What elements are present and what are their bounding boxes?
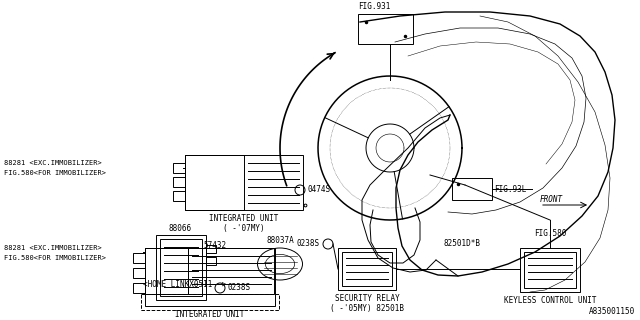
Text: FIG.580: FIG.580 xyxy=(534,229,566,238)
Bar xyxy=(141,294,279,310)
Bar xyxy=(338,248,396,290)
Text: 88066: 88066 xyxy=(168,224,191,233)
Text: 0238S: 0238S xyxy=(297,239,320,249)
Bar xyxy=(145,248,275,306)
Bar xyxy=(156,235,206,300)
Bar xyxy=(206,257,216,265)
Text: KEYLESS CONTROL UNIT: KEYLESS CONTROL UNIT xyxy=(504,296,596,305)
Text: 88281 <EXC.IMMOBILIZER>: 88281 <EXC.IMMOBILIZER> xyxy=(4,160,102,166)
Text: ( -'07MY): ( -'07MY) xyxy=(223,224,265,233)
Bar xyxy=(173,177,185,187)
Bar xyxy=(173,163,185,173)
Bar xyxy=(342,252,392,286)
Text: FIG.580<FOR IMMOBILIZER>: FIG.580<FOR IMMOBILIZER> xyxy=(4,255,106,261)
Bar xyxy=(185,155,303,210)
Bar xyxy=(133,283,145,293)
Text: A835001150: A835001150 xyxy=(589,307,635,316)
Bar xyxy=(206,245,216,253)
Text: INTEGRATED UNIT: INTEGRATED UNIT xyxy=(209,214,278,223)
Text: FRONT: FRONT xyxy=(540,196,563,204)
Text: INTEGRATED UNIT: INTEGRATED UNIT xyxy=(175,310,244,319)
Bar xyxy=(524,252,576,288)
Text: FIG.580<FOR IMMOBILIZER>: FIG.580<FOR IMMOBILIZER> xyxy=(4,170,106,176)
Text: SECURITY RELAY: SECURITY RELAY xyxy=(335,294,399,303)
Bar xyxy=(133,268,145,278)
Bar xyxy=(173,191,185,201)
Text: 88037A: 88037A xyxy=(266,236,294,245)
Bar xyxy=(188,248,274,294)
Text: 88281 <EXC.IMMOBILIZER>: 88281 <EXC.IMMOBILIZER> xyxy=(4,245,102,251)
Bar xyxy=(358,14,413,44)
Text: 57432: 57432 xyxy=(204,241,227,250)
Text: FIG.931: FIG.931 xyxy=(358,2,390,11)
Text: 0474S: 0474S xyxy=(308,186,331,195)
Bar xyxy=(185,155,244,210)
Bar xyxy=(160,239,202,296)
Bar xyxy=(145,248,188,294)
Bar xyxy=(133,253,145,263)
Text: 0238S: 0238S xyxy=(228,284,251,292)
Text: 82501D*B: 82501D*B xyxy=(444,239,481,248)
Text: FIG.93L: FIG.93L xyxy=(494,185,526,194)
Text: <HOME LINKX0511- >: <HOME LINKX0511- > xyxy=(143,280,227,289)
Bar xyxy=(520,248,580,292)
Text: ( -'05MY) 82501B: ( -'05MY) 82501B xyxy=(330,304,404,313)
Bar xyxy=(452,178,492,200)
